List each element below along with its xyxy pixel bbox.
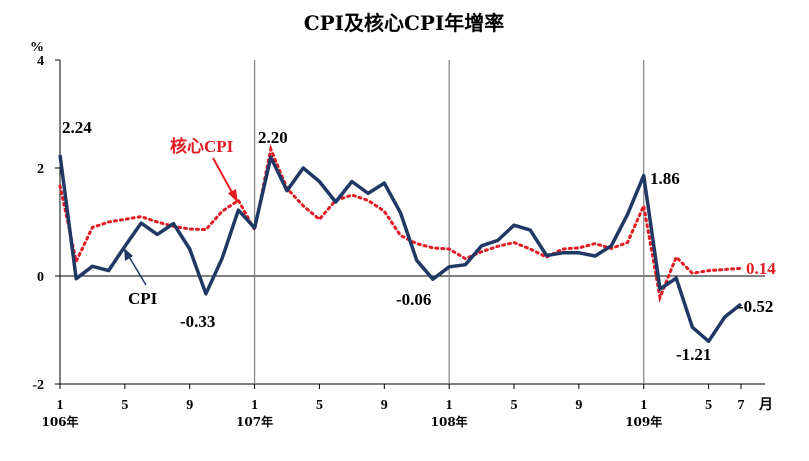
x-tick-label: 1 xyxy=(640,398,647,413)
label-cpi-107: 2.20 xyxy=(258,128,288,147)
cpi-line xyxy=(58,154,743,344)
arrowhead-cpi xyxy=(124,248,133,261)
legend-core-cpi: 核心CPI xyxy=(170,136,234,156)
x-tick-label: 1 xyxy=(446,398,453,413)
year-label: 109年 xyxy=(625,414,662,429)
x-tick-label: 5 xyxy=(705,398,712,413)
label-cpi-start: 2.24 xyxy=(62,118,92,137)
year-label: 108年 xyxy=(431,414,468,429)
label-cpi-last: -0.52 xyxy=(738,297,773,316)
label-cpi-low: -0.33 xyxy=(180,312,215,331)
x-tick-label: 5 xyxy=(121,398,128,413)
x-axis-unit: 月 xyxy=(758,397,773,413)
y-tick-label: 4 xyxy=(37,54,44,69)
arrowhead-core-cpi xyxy=(228,189,238,203)
x-tick-label: 5 xyxy=(316,398,323,413)
chart-title: CPI及核心CPI年增率 xyxy=(304,11,505,35)
x-tick-label: 9 xyxy=(575,398,582,413)
tick-labels: -2 0 2 4 1 5 9 1 5 9 1 5 9 1 5 7 106年 107年 108年 109年 xyxy=(32,54,744,429)
x-tick-label: 9 xyxy=(381,398,388,413)
y-axis-unit: % xyxy=(30,40,44,55)
x-tick-label: 5 xyxy=(511,398,518,413)
year-label: 107年 xyxy=(236,414,273,429)
axes xyxy=(55,59,765,389)
x-tick-label: 9 xyxy=(186,398,193,413)
x-tick-label: 1 xyxy=(57,398,64,413)
series-lines xyxy=(58,143,743,344)
y-tick-label: -2 xyxy=(32,378,44,393)
y-tick-label: 2 xyxy=(37,162,44,177)
label-cpi-min: -1.21 xyxy=(676,345,711,364)
arrow-cpi xyxy=(127,254,147,286)
label-core-last: 0.14 xyxy=(746,259,776,278)
label-cpi-109: 1.86 xyxy=(650,169,680,188)
core-cpi-line xyxy=(58,143,743,304)
label-cpi-108: -0.06 xyxy=(396,290,431,309)
x-tick-label: 7 xyxy=(738,398,745,413)
y-tick-label: 0 xyxy=(37,270,44,285)
x-tick-label: 1 xyxy=(251,398,258,413)
legend-cpi: CPI xyxy=(128,289,158,308)
year-label: 106年 xyxy=(41,414,78,429)
arrow-core-cpi xyxy=(212,157,235,197)
